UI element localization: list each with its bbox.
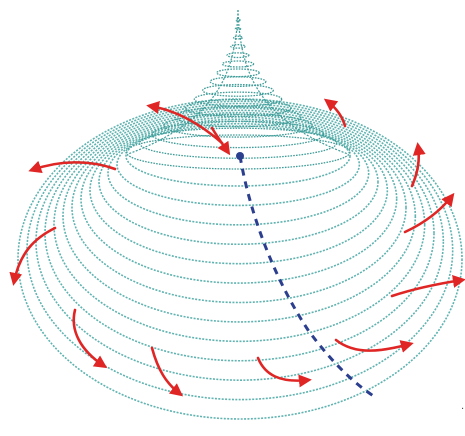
cone-side [237, 9, 349, 155]
outward-arrow [28, 160, 117, 174]
cone-ring [163, 113, 313, 138]
spiral-ring [107, 120, 370, 226]
outward-arrow [210, 126, 231, 156]
cone-ring [226, 52, 250, 59]
spiral-ring [71, 111, 407, 304]
cone-ring [234, 27, 242, 31]
outward-arrow [390, 274, 465, 298]
spiral-ring [98, 118, 379, 246]
spiral-ring [53, 107, 426, 343]
spiral-ring [62, 109, 417, 323]
outward-arrow [256, 356, 312, 388]
cone-ring [184, 98, 292, 118]
cone-ring [125, 134, 351, 170]
spiral-ring [116, 122, 361, 207]
outward-arrow [9, 226, 57, 286]
cone-ring [202, 83, 274, 97]
cone-ring [232, 35, 244, 40]
cone-ring [216, 68, 260, 78]
spiral-ring [125, 125, 351, 187]
edge-mark: · [461, 404, 464, 415]
cone-ring [230, 43, 246, 49]
cone-side [127, 9, 239, 155]
cone-ring [174, 106, 302, 128]
cone-ring [193, 91, 283, 107]
outward-arrow [146, 101, 224, 145]
spiral-ring [35, 102, 445, 381]
cone-ring [209, 76, 267, 88]
outward-flow-arrows [9, 98, 465, 397]
spiral-ring [89, 116, 389, 265]
axis-top-dot [236, 152, 244, 160]
cone-ring [221, 60, 255, 68]
outward-arrow [72, 308, 108, 369]
outward-arrow [403, 192, 455, 234]
funnel-cone [125, 9, 351, 170]
spiral-ring [80, 113, 398, 284]
spiral-rings [17, 98, 463, 420]
outward-arrow [150, 346, 184, 397]
outward-arrow [410, 142, 426, 188]
central-axis-dashed-line [238, 155, 376, 399]
spiral-ring [17, 98, 463, 420]
outward-arrow [323, 98, 347, 128]
outward-arrow [334, 338, 414, 353]
cone-ring [151, 120, 325, 149]
